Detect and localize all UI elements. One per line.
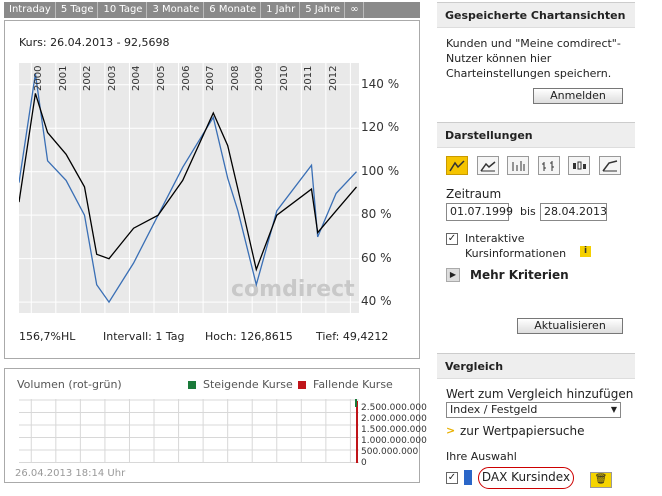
price-chart-svg: comdirect: [18, 63, 359, 313]
ohlc-chart-type-button[interactable]: [507, 156, 529, 175]
x-tick-label: 2010: [278, 65, 290, 91]
date-from-field[interactable]: 01.07.1999: [446, 203, 513, 221]
volume-timestamp: 26.04.2013 18:14 Uhr: [15, 468, 126, 479]
tab-1-jahr[interactable]: 1 Jahr: [262, 2, 301, 18]
bar-chart-icon: [542, 160, 554, 171]
arrow-right-icon: >: [446, 424, 456, 437]
volume-tick-label: 2.000.000.000: [361, 414, 427, 424]
tab-5-jahre[interactable]: 5 Jahre: [301, 2, 346, 18]
compare-select[interactable]: Index / Festgeld ▼: [446, 402, 621, 418]
zeitraum-label: Zeitraum: [446, 187, 502, 201]
expand-arrow-icon[interactable]: ▶: [446, 268, 460, 282]
comdirect-watermark: comdirect: [231, 277, 355, 302]
line-chart-type-button[interactable]: [446, 156, 468, 175]
tab-5-tage[interactable]: 5 Tage: [57, 2, 99, 18]
x-tick-label: 2003: [106, 65, 118, 91]
x-tick-label: 2012: [327, 65, 339, 91]
y-tick-label: 60 %: [361, 250, 392, 265]
series-line-black: [18, 93, 357, 272]
candle-chart-type-button[interactable]: [568, 156, 590, 175]
legend-down-label: Fallende Kurse: [313, 378, 393, 391]
x-tick-label: 2006: [180, 65, 192, 91]
compare-select-value: Index / Festgeld: [450, 403, 538, 416]
volume-tick-label: 500.000.000: [361, 447, 419, 457]
x-tick-label: 2005: [156, 65, 168, 91]
saved-views-header: Gespeicherte Chartansichten: [437, 2, 635, 28]
x-tick-label: 2002: [82, 65, 94, 91]
volume-tick-label: 1.000.000.000: [361, 436, 427, 446]
ihre-auswahl-label: Ihre Auswahl: [446, 450, 517, 463]
x-tick-label: 2000: [33, 65, 45, 91]
volume-bar: [356, 401, 358, 463]
percent-chart-icon: [602, 159, 618, 171]
interaktive-checkbox[interactable]: ✓: [446, 233, 458, 245]
volume-panel: Volumen (rot-grün) Steigende Kurse Falle…: [4, 368, 427, 483]
mehr-kriterien-link[interactable]: Mehr Kriterien: [470, 268, 569, 282]
timeframe-tabs: Intraday 5 Tage 10 Tage 3 Monate 6 Monat…: [4, 2, 420, 18]
volume-tick-label: 0: [361, 458, 367, 468]
legend-down-swatch: [298, 381, 306, 389]
percent-chart-type-button[interactable]: [599, 156, 621, 175]
update-button[interactable]: Aktualisieren: [517, 318, 623, 334]
dax-selection[interactable]: DAX Kursindex: [478, 467, 574, 489]
add-compare-label: Wert zum Vergleich hinzufügen: [446, 387, 634, 401]
stat-hoch: Hoch: 126,8615: [205, 330, 293, 343]
vergleich-header: Vergleich: [437, 353, 635, 379]
current-price: Kurs: 26.04.2013 - 92,5698: [19, 36, 170, 49]
dax-color-swatch: [464, 470, 472, 485]
darstellungen-header: Darstellungen: [437, 122, 635, 148]
stat-hl: 156,7%HL: [19, 330, 76, 343]
trash-icon[interactable]: 🗑: [590, 472, 612, 488]
interaktive-label: Interaktive Kursinformationen: [465, 232, 567, 260]
tab-10-tage[interactable]: 10 Tage: [99, 2, 148, 18]
tab-intraday[interactable]: Intraday: [5, 2, 56, 18]
info-icon[interactable]: i: [580, 246, 591, 257]
mountain-chart-icon: [480, 160, 496, 171]
y-tick-label: 40 %: [361, 294, 392, 309]
x-tick-label: 2011: [303, 65, 315, 91]
dax-checkbox[interactable]: ✓: [446, 472, 458, 484]
candlestick-chart-icon: [573, 161, 586, 169]
line-chart-icon: [449, 159, 465, 171]
y-tick-label: 100 %: [361, 163, 400, 178]
legend-up-label: Steigende Kurse: [203, 378, 293, 391]
y-tick-label: 120 %: [361, 120, 400, 135]
volume-bg: [19, 399, 359, 463]
volume-tick-label: 1.500.000.000: [361, 425, 427, 435]
x-tick-label: 2009: [254, 65, 266, 91]
x-tick-label: 2008: [229, 65, 241, 91]
ohlc-chart-icon: [512, 160, 525, 171]
stat-tief: Tief: 49,4212: [316, 330, 389, 343]
bar-chart-type-button[interactable]: [538, 156, 560, 175]
date-to-field[interactable]: 28.04.2013: [540, 203, 607, 221]
x-tick-label: 2001: [57, 65, 69, 91]
chart-plot-area[interactable]: comdirect: [18, 63, 359, 313]
volume-chart-svg: [19, 399, 359, 463]
volume-tick-label: 2.500.000.000: [361, 403, 427, 413]
tab-max[interactable]: ∞: [346, 2, 364, 18]
x-tick-label: 2007: [205, 65, 217, 91]
price-chart-panel: Kurs: 26.04.2013 - 92,5698 comdirect 140…: [4, 20, 420, 359]
series-line-blue: [18, 73, 357, 304]
legend-up-swatch: [188, 381, 196, 389]
area-chart-type-button[interactable]: [477, 156, 499, 175]
chevron-down-icon: ▼: [610, 405, 617, 414]
y-tick-label: 140 %: [361, 76, 400, 91]
volume-bar: [355, 399, 357, 407]
wertpapiersuche-link[interactable]: zur Wertpapiersuche: [460, 424, 585, 438]
x-tick-label: 2004: [131, 65, 143, 91]
stat-intervall: Intervall: 1 Tag: [103, 330, 185, 343]
y-tick-label: 80 %: [361, 207, 392, 222]
bis-label: bis: [520, 205, 536, 218]
login-button[interactable]: Anmelden: [533, 88, 623, 104]
tab-3-monate[interactable]: 3 Monate: [148, 2, 205, 18]
volume-title: Volumen (rot-grün): [17, 378, 122, 391]
saved-views-text: Kunden und "Meine comdirect"-Nutzer könn…: [446, 37, 621, 80]
tab-6-monate[interactable]: 6 Monate: [205, 2, 262, 18]
